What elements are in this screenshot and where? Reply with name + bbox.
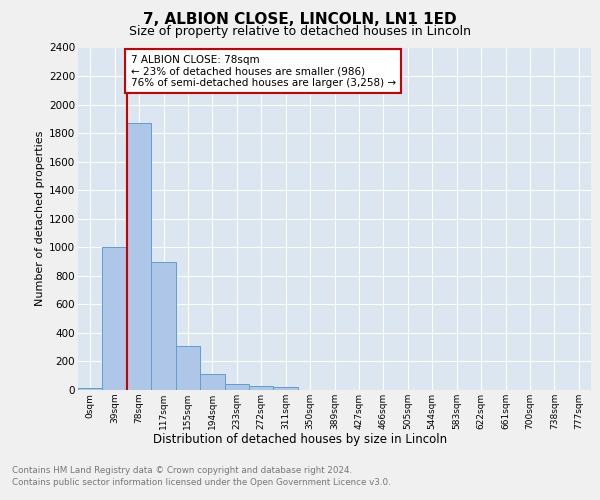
- Bar: [78, 388, 103, 390]
- Text: Distribution of detached houses by size in Lincoln: Distribution of detached houses by size …: [153, 432, 447, 446]
- Bar: [224, 384, 249, 390]
- Bar: [103, 246, 127, 390]
- Bar: [274, 387, 298, 390]
- Text: 7 ALBION CLOSE: 78sqm
← 23% of detached houses are smaller (986)
76% of semi-det: 7 ALBION CLOSE: 78sqm ← 23% of detached …: [131, 54, 395, 88]
- Bar: [127, 123, 151, 390]
- Bar: [249, 386, 274, 390]
- Bar: [200, 374, 224, 390]
- Text: Size of property relative to detached houses in Lincoln: Size of property relative to detached ho…: [129, 25, 471, 38]
- Text: Contains HM Land Registry data © Crown copyright and database right 2024.: Contains HM Land Registry data © Crown c…: [12, 466, 352, 475]
- Bar: [151, 262, 176, 390]
- Text: 7, ALBION CLOSE, LINCOLN, LN1 1ED: 7, ALBION CLOSE, LINCOLN, LN1 1ED: [143, 12, 457, 28]
- Text: Contains public sector information licensed under the Open Government Licence v3: Contains public sector information licen…: [12, 478, 391, 487]
- Bar: [176, 346, 200, 390]
- Y-axis label: Number of detached properties: Number of detached properties: [35, 131, 45, 306]
